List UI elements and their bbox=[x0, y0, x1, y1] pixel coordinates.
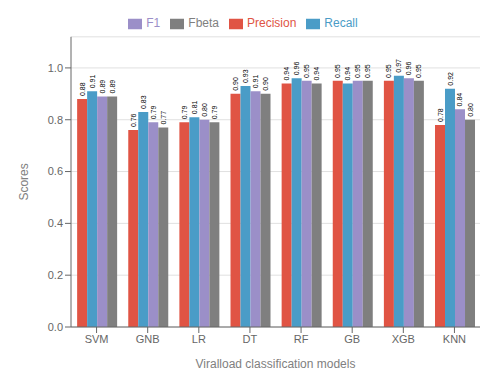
svg-text:0.2: 0.2 bbox=[48, 269, 63, 281]
svg-text:Scores: Scores bbox=[17, 163, 31, 200]
svg-text:0.79: 0.79 bbox=[211, 106, 218, 120]
svg-text:0.90: 0.90 bbox=[262, 77, 269, 91]
svg-text:0.95: 0.95 bbox=[303, 64, 310, 78]
svg-text:0.91: 0.91 bbox=[89, 75, 96, 89]
svg-text:GB: GB bbox=[344, 333, 360, 345]
svg-text:0.92: 0.92 bbox=[447, 72, 454, 86]
svg-text:0.95: 0.95 bbox=[415, 64, 422, 78]
svg-text:1.0: 1.0 bbox=[48, 62, 63, 74]
svg-text:0.94: 0.94 bbox=[344, 67, 351, 81]
svg-text:0.6: 0.6 bbox=[48, 165, 63, 177]
svg-text:0.76: 0.76 bbox=[130, 113, 137, 127]
svg-text:0.8: 0.8 bbox=[48, 114, 63, 126]
svg-text:DT: DT bbox=[243, 333, 258, 345]
svg-text:0.79: 0.79 bbox=[181, 106, 188, 120]
svg-text:0.95: 0.95 bbox=[334, 64, 341, 78]
svg-text:GNB: GNB bbox=[136, 333, 160, 345]
svg-text:0.80: 0.80 bbox=[467, 103, 474, 117]
svg-text:0.95: 0.95 bbox=[385, 64, 392, 78]
svg-text:SVM: SVM bbox=[85, 333, 109, 345]
svg-text:0.4: 0.4 bbox=[48, 217, 63, 229]
svg-text:0.89: 0.89 bbox=[109, 80, 116, 94]
svg-text:0.94: 0.94 bbox=[313, 67, 320, 81]
svg-text:0.97: 0.97 bbox=[395, 59, 402, 73]
svg-text:0.88: 0.88 bbox=[79, 82, 86, 96]
svg-text:0.95: 0.95 bbox=[364, 64, 371, 78]
svg-text:0.83: 0.83 bbox=[140, 95, 147, 109]
svg-text:0.89: 0.89 bbox=[99, 80, 106, 94]
svg-text:0.79: 0.79 bbox=[150, 106, 157, 120]
svg-text:0.91: 0.91 bbox=[252, 75, 259, 89]
svg-text:0.95: 0.95 bbox=[354, 64, 361, 78]
svg-text:0.84: 0.84 bbox=[457, 93, 464, 107]
svg-text:0.77: 0.77 bbox=[160, 111, 167, 125]
html-text:F1: F1 bbox=[146, 16, 161, 30]
svg-text:LR: LR bbox=[192, 333, 206, 345]
html-text:Fbeta: Fbeta bbox=[188, 16, 219, 30]
svg-text:0.90: 0.90 bbox=[232, 77, 239, 91]
svg-text:0.78: 0.78 bbox=[437, 108, 444, 122]
svg-text:0.80: 0.80 bbox=[201, 103, 208, 117]
svg-text:KNN: KNN bbox=[443, 333, 466, 345]
html-text:Precision: Precision bbox=[247, 16, 297, 30]
svg-text:Viralload classification model: Viralload classification models bbox=[196, 357, 356, 371]
svg-text:0.96: 0.96 bbox=[293, 62, 300, 76]
html-text:Recall: Recall bbox=[324, 16, 358, 30]
svg-text:0.96: 0.96 bbox=[405, 62, 412, 76]
svg-text:0.0: 0.0 bbox=[48, 321, 63, 333]
svg-text:0.93: 0.93 bbox=[242, 69, 249, 83]
svg-text:0.81: 0.81 bbox=[191, 100, 198, 114]
svg-text:0.94: 0.94 bbox=[283, 67, 290, 81]
svg-text:RF: RF bbox=[294, 333, 309, 345]
svg-text:XGB: XGB bbox=[392, 333, 415, 345]
